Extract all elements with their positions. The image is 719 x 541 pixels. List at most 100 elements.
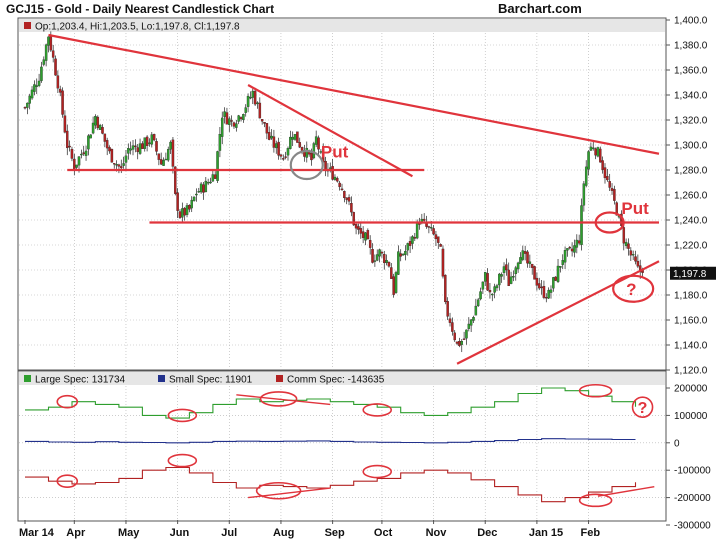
candle-up — [246, 95, 250, 107]
candle-up — [289, 136, 292, 149]
candle-down — [230, 120, 233, 122]
candle-up — [312, 143, 316, 159]
price-tick-label: 1,380.0 — [674, 41, 708, 52]
candle-up — [26, 102, 29, 108]
price-tick-label: 1,320.0 — [674, 116, 708, 127]
candle-up — [556, 265, 560, 282]
candle-up — [197, 191, 201, 193]
candle-down — [101, 127, 104, 134]
candle-down — [73, 158, 76, 170]
cot-tick-label: -300000 — [674, 521, 711, 532]
candle-down — [444, 274, 447, 303]
candle-down — [225, 112, 229, 125]
candle-down — [232, 122, 236, 127]
candle-down — [486, 273, 489, 291]
cot-annotation-ellipse — [56, 394, 79, 409]
candle-up — [500, 274, 503, 277]
candle-down — [120, 166, 123, 169]
candle-up — [237, 115, 240, 122]
candle-down — [380, 251, 384, 254]
candle-up — [415, 221, 419, 239]
cot-legend-bar — [19, 372, 665, 385]
candle-down — [448, 318, 452, 323]
x-tick-label: Nov — [426, 527, 448, 539]
candle-down — [239, 117, 243, 120]
x-tick-label: Apr — [66, 527, 86, 539]
candle-down — [577, 240, 581, 244]
candle-down — [368, 239, 372, 248]
ohlc-label: Op:1,203.4, Hi:1,203.5, Lo:1,197.8, Cl:1… — [35, 22, 240, 33]
candle-down — [61, 90, 64, 115]
breakdown-circle-red — [594, 211, 625, 234]
candle-up — [509, 276, 513, 284]
candle-down — [310, 152, 313, 161]
cot-annotations: ? — [56, 383, 655, 508]
legend-small-spec: Small Spec: 11901 — [169, 375, 253, 386]
candle-down — [343, 191, 346, 199]
candle-down — [324, 160, 327, 171]
candle-down — [636, 260, 640, 267]
candle-down — [296, 131, 299, 143]
candle-down — [258, 102, 262, 119]
question-mark-cot: ? — [638, 400, 648, 417]
candle-down — [608, 181, 611, 188]
price-tick-label: 1,280.0 — [674, 166, 708, 177]
candle-up — [495, 285, 499, 289]
candle-up — [164, 158, 168, 161]
price-tick-label: 1,180.0 — [674, 291, 708, 302]
candle-down — [371, 248, 374, 263]
candle-up — [514, 267, 518, 275]
candle-up — [460, 340, 464, 345]
candle-up — [406, 243, 409, 251]
candle-down — [300, 147, 304, 151]
candle-down — [622, 227, 626, 244]
candle-up — [483, 271, 487, 282]
cot-annotation-ellipse — [56, 474, 79, 488]
candle-up — [89, 134, 92, 139]
candle-up — [115, 164, 118, 166]
candle-up — [195, 193, 198, 196]
candle-up — [547, 289, 550, 299]
candle-down — [298, 142, 301, 148]
candle-down — [627, 243, 630, 249]
candle-up — [249, 97, 252, 99]
candle-down — [253, 90, 257, 105]
candle-up — [185, 205, 189, 215]
candle-up — [30, 89, 34, 99]
candle-down — [265, 123, 269, 134]
candle-down — [51, 50, 55, 58]
candle-down — [176, 192, 179, 211]
cot-annotation-ellipse — [167, 408, 198, 423]
candle-up — [138, 143, 142, 154]
candle-up — [373, 260, 377, 262]
candle-up — [561, 260, 564, 265]
candle-up — [87, 135, 90, 150]
candle-down — [58, 88, 62, 93]
candle-up — [293, 134, 297, 140]
candle-down — [96, 116, 100, 129]
candle-down — [530, 263, 534, 268]
candle-up — [552, 277, 555, 289]
put-label-2: Put — [621, 199, 649, 218]
candle-down — [66, 130, 69, 149]
candle-up — [286, 148, 290, 156]
candle-down — [23, 107, 27, 109]
price-tick-label: 1,140.0 — [674, 341, 708, 352]
candle-up — [596, 147, 600, 157]
candle-down — [361, 231, 365, 239]
candle-down — [523, 251, 527, 254]
candle-up — [28, 95, 31, 104]
x-tick-label: May — [118, 527, 140, 539]
candle-down — [387, 261, 391, 267]
candle-up — [378, 249, 381, 257]
candle-down — [606, 176, 609, 181]
x-tick-label: Jan 15 — [529, 527, 563, 539]
candle-down — [112, 163, 116, 165]
candle-down — [340, 188, 344, 191]
candle-up — [516, 262, 520, 270]
candle-up — [474, 305, 478, 316]
candle-up — [512, 276, 515, 278]
candle-up — [275, 143, 278, 149]
candle-up — [235, 123, 238, 128]
